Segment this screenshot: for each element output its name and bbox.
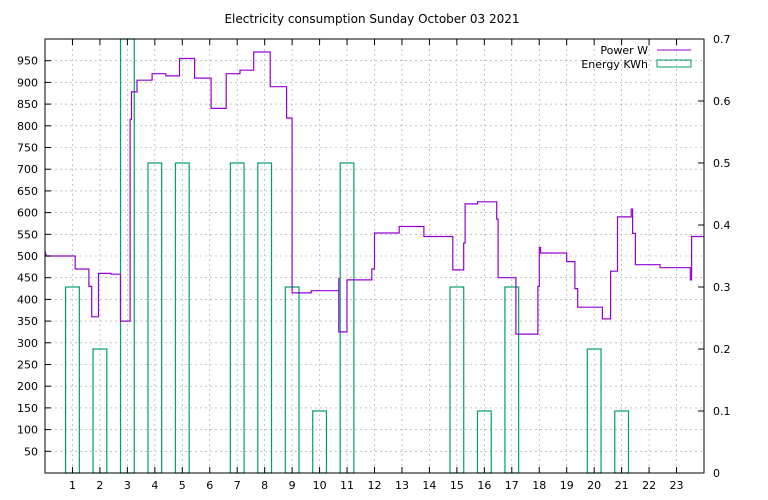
y-right-tick-label: 0.3 [713, 281, 731, 294]
legend: Power W Energy KWh [581, 44, 692, 71]
x-tick-label: 22 [642, 479, 656, 492]
y-right-tick-label: 0.6 [713, 95, 731, 108]
x-tick-label: 23 [670, 479, 684, 492]
x-tick-label: 6 [206, 479, 213, 492]
axis-ticks: 1 2 3 4 5 6 7 8 9 10 11 12 13 14 15 16 17 18 19 20 21 22 23501… [17, 33, 731, 492]
x-tick-label: 11 [340, 479, 354, 492]
y-left-tick-label: 500 [17, 250, 38, 263]
x-tick-label: 10 [313, 479, 327, 492]
y-left-tick-label: 700 [17, 163, 38, 176]
x-tick-label: 12 [368, 479, 382, 492]
power-line [44, 51, 704, 335]
y-left-tick-label: 900 [17, 76, 38, 89]
x-tick-label: 18 [532, 479, 546, 492]
x-tick-label: 4 [151, 479, 158, 492]
y-left-tick-label: 550 [17, 228, 38, 241]
y-left-tick-label: 450 [17, 272, 38, 285]
legend-sample-energy [656, 59, 692, 68]
y-left-tick-label: 650 [17, 185, 38, 198]
x-tick-label: 5 [179, 479, 186, 492]
y-left-tick-label: 150 [17, 402, 38, 415]
x-tick-label: 3 [124, 479, 131, 492]
y-right-tick-label: 0.1 [713, 405, 731, 418]
y-right-tick-label: 0.2 [713, 343, 731, 356]
y-right-tick-label: 0.7 [713, 33, 731, 46]
y-left-tick-label: 400 [17, 293, 38, 306]
chart-title: Electricity consumption Sunday October 0… [224, 12, 519, 26]
y-left-tick-label: 100 [17, 424, 38, 437]
y-left-tick-label: 350 [17, 315, 38, 328]
legend-label-energy: Energy KWh [581, 58, 648, 71]
y-left-tick-label: 250 [17, 359, 38, 372]
y-left-tick-label: 950 [17, 55, 38, 68]
x-tick-label: 19 [560, 479, 574, 492]
x-tick-label: 16 [477, 479, 491, 492]
x-tick-label: 7 [234, 479, 241, 492]
x-tick-label: 20 [587, 479, 601, 492]
power-series [44, 51, 704, 335]
x-tick-label: 14 [422, 479, 436, 492]
x-tick-label: 21 [615, 479, 629, 492]
y-left-tick-label: 850 [17, 98, 38, 111]
y-right-tick-label: 0.5 [713, 157, 731, 170]
y-right-tick-label: 0.4 [713, 219, 731, 232]
y-left-tick-label: 750 [17, 142, 38, 155]
x-tick-label: 13 [395, 479, 409, 492]
x-tick-label: 9 [289, 479, 296, 492]
x-tick-label: 2 [96, 479, 103, 492]
y-left-tick-label: 50 [24, 445, 38, 458]
y-left-tick-label: 800 [17, 120, 38, 133]
x-tick-label: 1 [69, 479, 76, 492]
y-right-tick-label: 0 [713, 467, 720, 480]
x-tick-label: 17 [505, 479, 519, 492]
legend-label-power: Power W [600, 44, 648, 57]
x-tick-label: 8 [261, 479, 268, 492]
y-left-tick-label: 300 [17, 337, 38, 350]
x-tick-label: 15 [450, 479, 464, 492]
y-left-tick-label: 600 [17, 207, 38, 220]
y-left-tick-label: 200 [17, 380, 38, 393]
